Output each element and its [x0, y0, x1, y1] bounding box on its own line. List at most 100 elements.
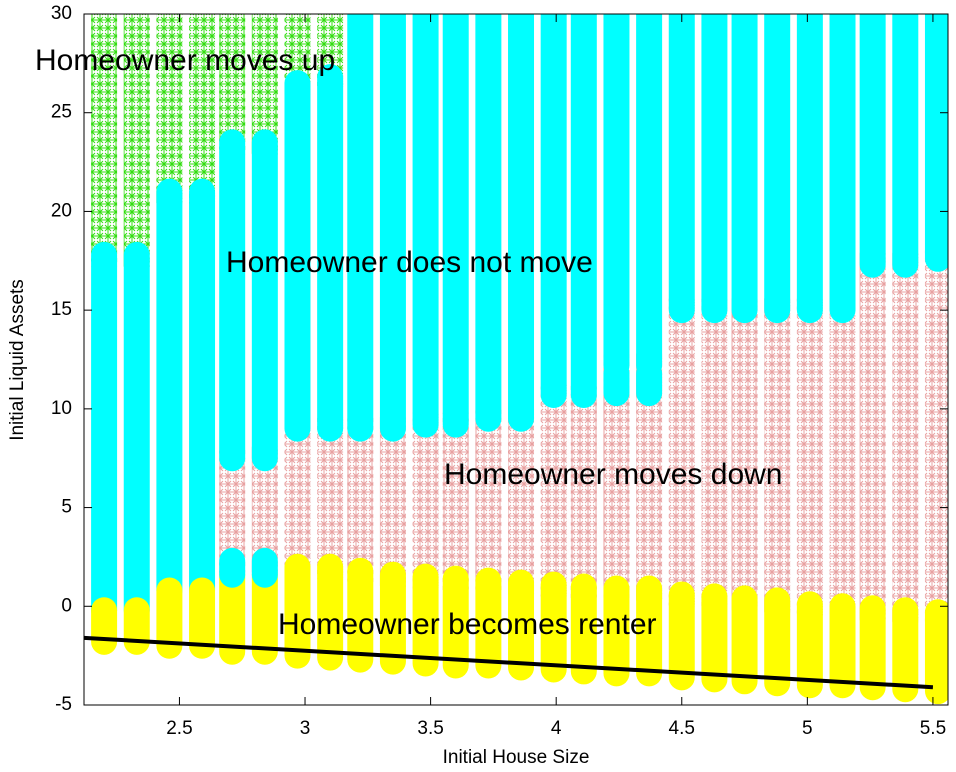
range-bar: [284, 70, 311, 442]
range-bar: [924, 14, 948, 272]
range-bar: [123, 597, 150, 655]
range-bar-asterisk: [829, 297, 856, 620]
range-bar: [829, 14, 856, 324]
range-bar: [251, 129, 278, 472]
range-bar: [219, 561, 246, 665]
range-bar-asterisk: [540, 382, 567, 598]
range-bar-asterisk: [317, 415, 344, 580]
range-bar: [636, 575, 663, 687]
range-bar: [508, 14, 535, 432]
range-bar-asterisk: [892, 251, 919, 624]
range-bar-asterisk: [251, 14, 278, 156]
range-bar-asterisk: [603, 352, 630, 602]
range-bar: [603, 360, 630, 407]
range-bar: [892, 597, 919, 703]
overlay: [83, 13, 948, 706]
range-bar: [91, 241, 118, 624]
range-bar: [701, 14, 728, 324]
range-bar: [892, 14, 919, 278]
range-bar: [412, 563, 439, 677]
range-bar: [123, 241, 150, 624]
plot-area: [91, 14, 948, 705]
range-bar-asterisk: [123, 14, 150, 268]
range-bar: [829, 593, 856, 699]
y-axis-label: Initial Liquid Assets: [7, 279, 28, 441]
annotation: Homeowner moves up: [35, 44, 335, 77]
range-bar-asterisk: [347, 415, 374, 584]
range-bar-asterisk: [859, 251, 886, 622]
range-bar: [636, 360, 663, 407]
range-bar: [156, 577, 183, 659]
y-tick-label: -5: [55, 694, 72, 715]
range-bar: [668, 581, 695, 691]
range-bar-asterisk: [219, 445, 246, 574]
x-tick-label: 5: [802, 718, 813, 739]
range-bar: [603, 14, 630, 379]
range-bar: [796, 14, 823, 324]
range-bar: [796, 591, 823, 699]
range-bar: [924, 599, 948, 705]
range-bar: [379, 14, 406, 442]
annotation: Homeowner moves down: [444, 458, 782, 491]
range-bar: [442, 14, 469, 438]
range-bar: [412, 14, 439, 438]
range-bar: [317, 553, 344, 671]
range-bar: [251, 547, 278, 588]
range-bar: [347, 14, 374, 442]
range-bar-asterisk: [570, 382, 597, 600]
y-tick-label: 20: [51, 200, 72, 221]
range-bar-asterisk: [636, 352, 663, 602]
range-bar-asterisk: [764, 297, 791, 614]
range-bar-asterisk: [91, 14, 118, 268]
range-bar-asterisk: [442, 411, 469, 592]
range-bar: [251, 561, 278, 665]
range-bar: [731, 585, 758, 695]
range-bar: [219, 129, 246, 472]
range-bar-asterisk: [379, 415, 406, 588]
y-tick-label: 25: [51, 102, 72, 123]
range-bar-asterisk: [412, 411, 439, 590]
y-tick-label: 0: [61, 595, 72, 616]
range-bar: [189, 178, 216, 604]
range-bar: [317, 64, 344, 442]
x-tick-label: 5.5: [920, 718, 946, 739]
x-tick-label: 4: [551, 718, 562, 739]
range-bar-asterisk: [508, 405, 535, 596]
range-bar: [219, 547, 246, 588]
range-bar: [379, 561, 406, 675]
y-tick-label: 5: [61, 497, 72, 518]
range-bar: [475, 567, 502, 679]
range-bar-asterisk: [219, 14, 246, 156]
range-bar-asterisk: [284, 415, 311, 580]
range-bar-asterisk: [156, 14, 183, 205]
range-bar: [475, 14, 502, 432]
range-bar-asterisk: [189, 14, 216, 205]
range-bar: [540, 14, 567, 409]
x-tick-label: 4.5: [669, 718, 695, 739]
range-bar-asterisk: [475, 405, 502, 594]
range-bar: [764, 587, 791, 697]
range-bar-asterisk: [796, 297, 823, 618]
range-bar: [570, 14, 597, 409]
range-bar: [540, 571, 567, 683]
range-bar-asterisk: [731, 297, 758, 612]
range-bar: [284, 553, 311, 669]
boundary-line: [83, 635, 934, 690]
range-bar: [668, 14, 695, 324]
range-bar: [508, 569, 535, 681]
range-bar: [189, 577, 216, 659]
range-bar: [442, 565, 469, 679]
range-bar: [859, 595, 886, 701]
range-bar-asterisk: [668, 297, 695, 608]
y-tick-label: 15: [51, 299, 72, 320]
range-bar: [859, 14, 886, 278]
range-bar-asterisk: [701, 297, 728, 610]
annotation: Homeowner becomes renter: [278, 608, 657, 641]
range-bar-asterisk: [251, 445, 278, 574]
range-bar-asterisk: [924, 245, 948, 626]
x-tick-label: 2.5: [166, 718, 192, 739]
range-bar: [764, 14, 791, 324]
y-tick-label: 10: [51, 398, 72, 419]
